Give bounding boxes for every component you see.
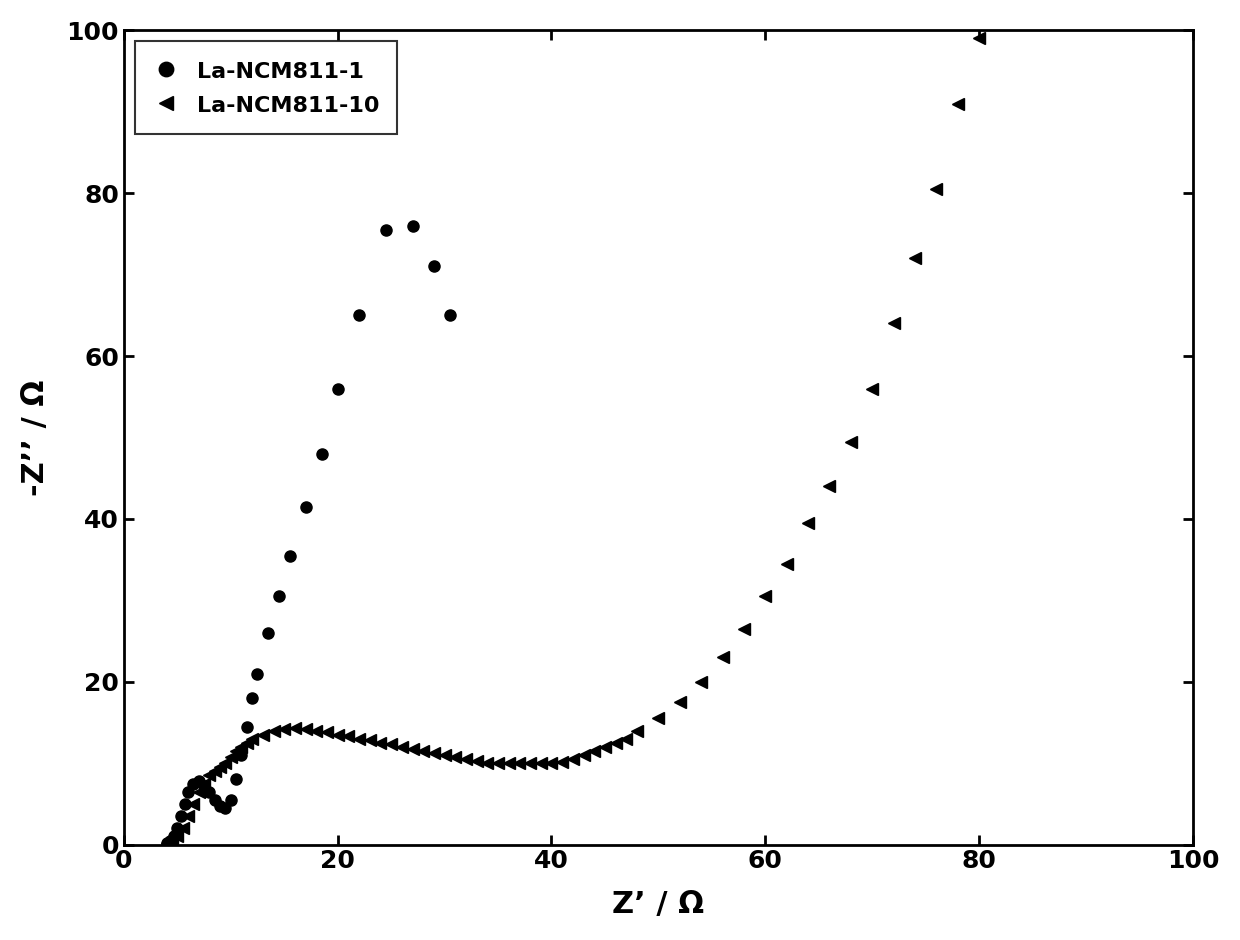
X-axis label: Z’ / Ω: Z’ / Ω (613, 890, 704, 919)
La-NCM811-1 (239, 721, 254, 732)
La-NCM811-1 (314, 448, 329, 460)
La-NCM811-1 (162, 835, 177, 846)
La-NCM811-1 (212, 800, 227, 811)
La-NCM811-1 (166, 831, 181, 842)
La-NCM811-10 (186, 798, 201, 809)
La-NCM811-10 (159, 838, 174, 849)
La-NCM811-1 (177, 798, 192, 809)
La-NCM811-10 (491, 758, 506, 769)
La-NCM811-1 (174, 810, 188, 822)
Legend: La-NCM811-1, La-NCM811-10: La-NCM811-1, La-NCM811-10 (135, 41, 398, 133)
La-NCM811-10 (341, 730, 356, 742)
La-NCM811-1 (223, 794, 238, 806)
Y-axis label: -Z’’ / Ω: -Z’’ / Ω (21, 380, 50, 495)
La-NCM811-1 (234, 749, 249, 760)
Line: La-NCM811-10: La-NCM811-10 (161, 0, 1177, 849)
La-NCM811-1 (159, 838, 174, 849)
La-NCM811-1 (191, 776, 206, 787)
La-NCM811-1 (207, 794, 222, 806)
La-NCM811-10 (427, 748, 441, 760)
La-NCM811-1 (378, 225, 393, 236)
La-NCM811-1 (272, 590, 286, 602)
La-NCM811-10 (228, 745, 243, 757)
La-NCM811-1 (218, 803, 233, 814)
La-NCM811-1 (250, 668, 265, 680)
La-NCM811-1 (186, 778, 201, 790)
La-NCM811-1 (330, 383, 345, 394)
La-NCM811-1 (197, 780, 212, 791)
La-NCM811-1 (260, 627, 275, 638)
La-NCM811-1 (427, 260, 441, 272)
La-NCM811-1 (244, 693, 259, 704)
La-NCM811-1 (352, 309, 367, 321)
La-NCM811-1 (405, 220, 420, 231)
La-NCM811-10 (693, 676, 708, 687)
La-NCM811-1 (443, 309, 458, 321)
La-NCM811-1 (181, 786, 196, 797)
La-NCM811-1 (283, 550, 298, 561)
La-NCM811-1 (202, 786, 217, 797)
Line: La-NCM811-1: La-NCM811-1 (161, 220, 455, 849)
La-NCM811-1 (298, 501, 312, 512)
La-NCM811-1 (228, 774, 243, 785)
La-NCM811-1 (170, 822, 185, 834)
